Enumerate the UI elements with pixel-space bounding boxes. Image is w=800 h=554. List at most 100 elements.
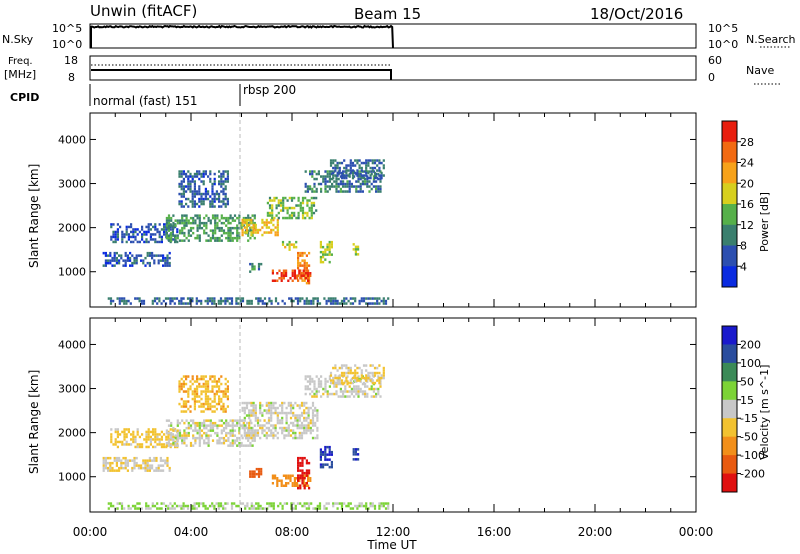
data-cell [297,211,300,215]
data-cell [329,302,333,305]
freq-left-tick-top: 18 [64,54,78,67]
data-cell [310,302,313,305]
data-cell [248,401,251,405]
data-cell [365,364,368,367]
data-cell [216,214,219,217]
data-cell [316,409,319,412]
data-cell [328,392,331,396]
data-cell [213,385,216,388]
data-cell [200,502,203,505]
data-cell [272,223,275,227]
data-cell [189,405,192,408]
data-cell [372,387,375,391]
data-cell [367,302,370,305]
data-cell [328,458,331,461]
data-cell [301,459,304,462]
data-cell [209,390,212,393]
data-cell [292,424,295,427]
data-cell [322,177,325,181]
data-cell [276,414,279,417]
data-cell [146,461,149,465]
data-cell [202,377,205,381]
data-cell [211,387,214,391]
data-cell [146,469,149,472]
data-cell [365,504,368,508]
data-cell [107,254,110,257]
data-cell [378,507,381,510]
data-cell [151,302,154,305]
data-cell [246,502,249,505]
data-cell [165,219,168,222]
data-cell [187,197,190,201]
data-cell [278,269,281,272]
data-cell [310,214,313,217]
data-cell [271,209,274,212]
data-cell [180,187,183,191]
data-cell [252,507,256,510]
data-cell [369,166,372,170]
data-cell [274,411,277,415]
data-cell [198,429,201,432]
data-cell [194,436,197,440]
data-cell [225,431,228,435]
data-cell [306,211,309,215]
data-cell [167,441,171,445]
data-cell [235,297,238,300]
data-cell [347,366,350,370]
data-cell [153,469,156,472]
data-cell [333,185,336,188]
data-cell [354,299,357,303]
data-cell [352,243,355,246]
data-cell [145,445,148,449]
data-cell [254,228,257,232]
data-cell [224,407,227,411]
data-cell [119,433,122,436]
data-cell [112,240,115,244]
data-cell [309,419,312,422]
data-cell [304,196,307,200]
data-cell [354,364,357,367]
data-cell [209,426,212,430]
data-cell [194,439,197,442]
data-cell [268,206,272,210]
data-cell [189,200,192,203]
data-cell [302,272,305,275]
data-cell [193,172,196,176]
data-cell [320,182,323,186]
data-cell [320,395,323,398]
data-cell [191,397,194,401]
data-cell [231,239,234,242]
data-cell [326,185,329,188]
data-cell [211,182,214,186]
data-cell [165,216,168,220]
data-cell [174,434,177,437]
data-cell [265,401,268,405]
data-cell [317,380,320,383]
data-cell [180,387,183,391]
data-cell [365,164,368,167]
data-cell [176,424,179,427]
data-cell [198,219,201,222]
data-cell [180,405,183,408]
data-cell [242,224,245,227]
data-cell [320,187,323,191]
data-cell [284,196,287,200]
data-cell [336,302,339,305]
data-cell [198,431,201,435]
data-cell [176,236,179,240]
data-cell [298,431,301,435]
data-cell [156,230,159,234]
data-cell [170,234,173,237]
data-cell [118,466,121,470]
data-cell [319,458,322,461]
data-cell [260,262,263,266]
data-cell [198,426,201,430]
data-cell [213,299,216,303]
data-cell [319,455,322,459]
data-cell [198,221,201,225]
data-cell [222,182,225,186]
data-cell [138,299,141,303]
data-cell [319,463,322,466]
data-cell [183,441,186,445]
data-cell [365,174,368,177]
